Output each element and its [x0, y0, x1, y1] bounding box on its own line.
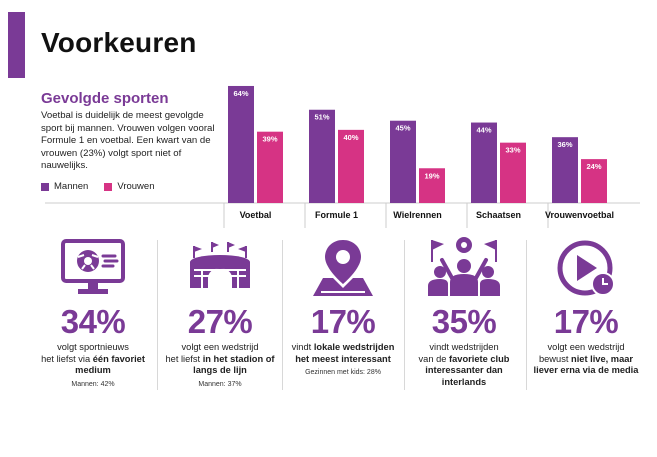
bar-mannen-2: [309, 109, 335, 203]
legend-swatch-vrouwen: [104, 182, 113, 191]
stat-block-niet-live: 17% volgt een wedstrijd bewust niet live…: [527, 236, 645, 377]
bar-vrouwen-1: [257, 131, 283, 203]
data-label: 33%: [505, 146, 520, 155]
bar-vrouwen-4: [500, 142, 526, 203]
bar-chart: 64% 39% Voetbal 51% 40% Formule 1 45% 19% Wielre…: [45, 85, 640, 228]
stat-value: 27%: [187, 303, 253, 340]
chart-legend: Mannen Vrouwen: [41, 181, 171, 192]
supporters-icon: [405, 236, 523, 298]
monitor-football-icon: [34, 236, 152, 298]
section-text: Voetbal is duidelijk de meest gevolgde s…: [41, 110, 215, 172]
stat-block-sportnieuws: 34% volgt sportnieuws het liefst via één…: [34, 236, 152, 388]
x-tick-label: Vrouwenvoetbal: [545, 210, 614, 220]
bar-vrouwen-2: [338, 129, 364, 203]
stat-block-stadion: 27% volgt een wedstrijd het liefst in he…: [161, 236, 279, 388]
legend-swatch-mannen: [41, 182, 49, 191]
divider: [404, 240, 405, 390]
location-pin-icon: [284, 236, 402, 298]
bar-mannen-1: [228, 85, 254, 203]
stat-value: 35%: [431, 303, 497, 340]
legend-item-mannen: Mannen: [41, 181, 88, 192]
data-label: 51%: [314, 113, 329, 122]
data-label: 39%: [262, 135, 277, 144]
legend-label-mannen: Mannen: [54, 181, 89, 192]
divider: [282, 240, 283, 390]
legend-label-vrouwen: Vrouwen: [117, 181, 155, 192]
x-tick-label: Wielrennen: [393, 210, 441, 220]
stat-value: 34%: [60, 303, 126, 340]
play-clock-icon: [527, 236, 645, 298]
data-label: 40%: [343, 133, 358, 142]
stat-description: volgt sportnieuws het liefst via één fav…: [41, 342, 145, 375]
legend-item-vrouwen: Vrouwen: [104, 181, 155, 192]
data-label: 44%: [476, 126, 491, 135]
bar-vrouwen-5: [581, 159, 607, 203]
stat-block-favoriete-club: 35% vindt wedstrijden van de favoriete c…: [405, 236, 523, 388]
data-label: 36%: [557, 140, 572, 149]
stat-description: volgt een wedstrijd bewust niet live, ma…: [533, 342, 639, 375]
stat-description: vindt lokale wedstrijden het meest inter…: [291, 342, 395, 364]
section-title: Gevolgde sporten: [41, 90, 169, 107]
data-label: 19%: [424, 171, 439, 180]
stadium-icon: [161, 236, 279, 298]
x-tick-label: Voetbal: [240, 210, 272, 220]
stat-note: Mannen: 42%: [71, 380, 115, 388]
x-tick-label: Formule 1: [315, 210, 358, 220]
bar-mannen-5: [552, 137, 578, 203]
bar-mannen-3: [390, 120, 416, 203]
bar-vrouwen-3: [419, 168, 445, 203]
data-label: 64%: [233, 89, 248, 98]
x-tick-label: Schaatsen: [476, 210, 521, 220]
bar-mannen-4: [471, 122, 497, 203]
data-label: 24%: [586, 162, 601, 171]
accent-bar: [8, 12, 25, 78]
stat-note: Mannen: 37%: [198, 380, 242, 388]
page-title: Voorkeuren: [41, 27, 197, 58]
stat-description: vindt wedstrijden van de favoriete club …: [418, 342, 510, 387]
stat-value: 17%: [553, 303, 619, 340]
stat-note: Gezinnen met kids: 28%: [305, 369, 381, 376]
stat-description: volgt een wedstrijd het liefst in het st…: [165, 342, 275, 375]
data-label: 45%: [395, 124, 410, 133]
divider: [157, 240, 158, 390]
stat-value: 17%: [310, 303, 376, 340]
stat-block-lokaal: 17% vindt lokale wedstrijden het meest i…: [284, 236, 402, 376]
divider: [526, 240, 527, 390]
